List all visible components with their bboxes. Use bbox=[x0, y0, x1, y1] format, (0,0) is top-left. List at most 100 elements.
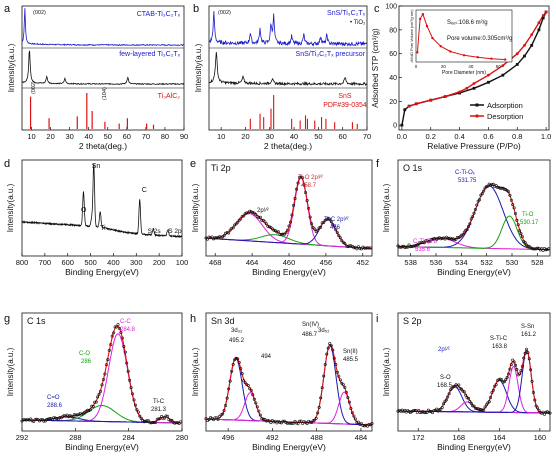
peak-label: S-O bbox=[440, 375, 451, 381]
data-point bbox=[252, 211, 256, 215]
fit-envelope bbox=[206, 175, 373, 250]
data-point bbox=[498, 186, 502, 190]
data-point bbox=[494, 383, 498, 387]
x-tick-label: 300 bbox=[130, 258, 143, 267]
data-point bbox=[451, 385, 455, 389]
data-point bbox=[165, 414, 169, 418]
data-point bbox=[123, 350, 127, 354]
data-point bbox=[527, 357, 531, 361]
data-point bbox=[163, 416, 167, 420]
y-tick-label: 0 bbox=[393, 123, 397, 130]
data-point bbox=[338, 236, 342, 240]
data-point bbox=[161, 416, 165, 420]
peak-label: C-Ti-OHₓ bbox=[413, 239, 437, 245]
peak-label: 288.6 bbox=[47, 403, 63, 409]
data-point bbox=[204, 417, 208, 421]
data-point bbox=[362, 246, 366, 250]
data-point bbox=[490, 182, 494, 186]
peak-label: (002) bbox=[218, 10, 231, 16]
data-point bbox=[112, 331, 116, 335]
peak-label: 3d₅₂ bbox=[318, 328, 330, 334]
plot-frame bbox=[205, 312, 373, 432]
data-point bbox=[116, 323, 120, 327]
data-point bbox=[508, 367, 512, 371]
peak-label: 2p¹⁄² bbox=[438, 347, 450, 353]
y-tick-label: 20 bbox=[389, 99, 397, 106]
data-point bbox=[435, 407, 439, 411]
data-point bbox=[335, 370, 339, 374]
data-point bbox=[523, 241, 527, 245]
inset-point bbox=[462, 54, 466, 57]
data-point bbox=[491, 182, 495, 186]
data-point bbox=[508, 193, 512, 197]
data-point bbox=[425, 410, 429, 414]
inset-point bbox=[416, 51, 419, 54]
x-tick-label: 530 bbox=[506, 258, 519, 267]
data-point bbox=[443, 95, 447, 99]
data-point bbox=[279, 232, 283, 236]
data-point bbox=[400, 123, 404, 127]
data-point bbox=[469, 217, 473, 221]
data-point bbox=[144, 419, 148, 423]
data-point bbox=[313, 418, 317, 422]
x-tick-label: 500 bbox=[84, 258, 97, 267]
y-tick-label: 100 bbox=[385, 4, 397, 11]
data-point bbox=[313, 227, 317, 231]
data-point bbox=[298, 419, 302, 423]
data-point bbox=[158, 417, 162, 421]
data-point bbox=[32, 419, 36, 423]
data-point bbox=[295, 421, 299, 425]
y-axis-label: Intensity(a.u.) bbox=[382, 183, 391, 232]
data-point bbox=[290, 213, 294, 217]
panel-title: O 1s bbox=[403, 163, 423, 173]
peak-label: (002) bbox=[33, 10, 46, 16]
data-point bbox=[39, 418, 43, 422]
data-point bbox=[471, 404, 475, 408]
data-point bbox=[544, 248, 548, 252]
peak-label: 486.7 bbox=[302, 332, 318, 338]
data-point bbox=[440, 405, 444, 409]
data-point bbox=[48, 417, 52, 421]
inset-y-label: dV/dD Pore Volume (cm³/g·nm) bbox=[410, 9, 414, 63]
data-point bbox=[170, 418, 174, 422]
data-point bbox=[408, 245, 412, 249]
data-point bbox=[407, 104, 411, 108]
data-point bbox=[403, 245, 407, 249]
y-axis-label: Intensity(a.u.) bbox=[7, 43, 16, 92]
data-point bbox=[334, 363, 338, 367]
data-point bbox=[344, 244, 348, 248]
data-point bbox=[541, 248, 545, 252]
data-point bbox=[418, 410, 422, 414]
inset-point bbox=[476, 56, 479, 59]
data-point bbox=[433, 237, 437, 241]
data-point bbox=[290, 421, 294, 425]
data-point bbox=[275, 230, 279, 234]
data-point bbox=[227, 231, 231, 235]
x-tick-label: 496 bbox=[222, 433, 235, 442]
data-point bbox=[367, 422, 371, 426]
data-point bbox=[414, 102, 418, 106]
data-point bbox=[533, 247, 537, 251]
data-point bbox=[252, 397, 256, 401]
data-point bbox=[257, 216, 261, 220]
peak-label: Sn(IV) bbox=[302, 322, 319, 328]
data-point bbox=[71, 415, 75, 419]
data-point bbox=[270, 227, 274, 231]
data-point bbox=[75, 413, 79, 417]
data-point bbox=[518, 229, 522, 233]
x-tick-label: 468 bbox=[209, 258, 222, 267]
x-tick-label: 50 bbox=[104, 132, 112, 141]
data-point bbox=[332, 356, 336, 360]
data-point bbox=[437, 408, 441, 412]
data-point bbox=[322, 374, 326, 378]
series-label: • TiO₂ bbox=[350, 20, 366, 26]
data-point bbox=[228, 228, 232, 232]
series-label: SnS/Ti₃C₂Tₓ bbox=[327, 10, 366, 17]
data-point bbox=[530, 33, 534, 37]
data-point bbox=[487, 400, 491, 404]
data-point bbox=[501, 73, 505, 77]
data-point bbox=[236, 357, 240, 361]
data-point bbox=[331, 348, 335, 352]
data-point bbox=[522, 356, 526, 360]
data-point bbox=[410, 244, 414, 248]
